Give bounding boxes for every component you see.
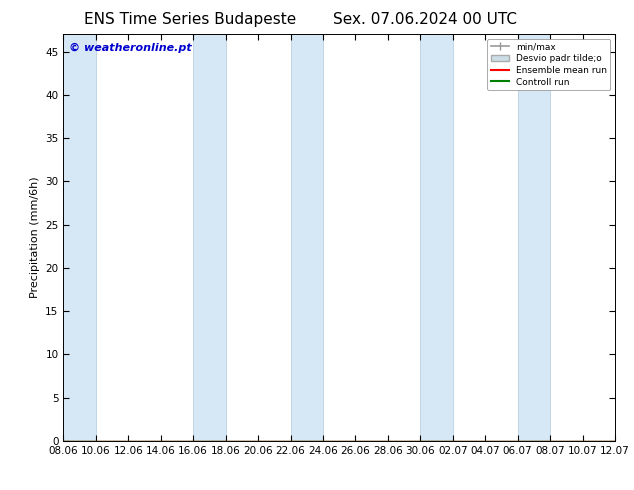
Bar — [420, 34, 453, 441]
Legend: min/max, Desvio padr tilde;o, Ensemble mean run, Controll run: min/max, Desvio padr tilde;o, Ensemble m… — [487, 39, 611, 90]
Text: © weatheronline.pt: © weatheronline.pt — [69, 43, 191, 52]
Text: ENS Time Series Budapeste: ENS Time Series Budapeste — [84, 12, 296, 27]
Text: Sex. 07.06.2024 00 UTC: Sex. 07.06.2024 00 UTC — [333, 12, 517, 27]
Bar — [290, 34, 323, 441]
Y-axis label: Precipitation (mm/6h): Precipitation (mm/6h) — [30, 177, 40, 298]
Bar — [517, 34, 550, 441]
Bar — [63, 34, 96, 441]
Bar — [193, 34, 226, 441]
